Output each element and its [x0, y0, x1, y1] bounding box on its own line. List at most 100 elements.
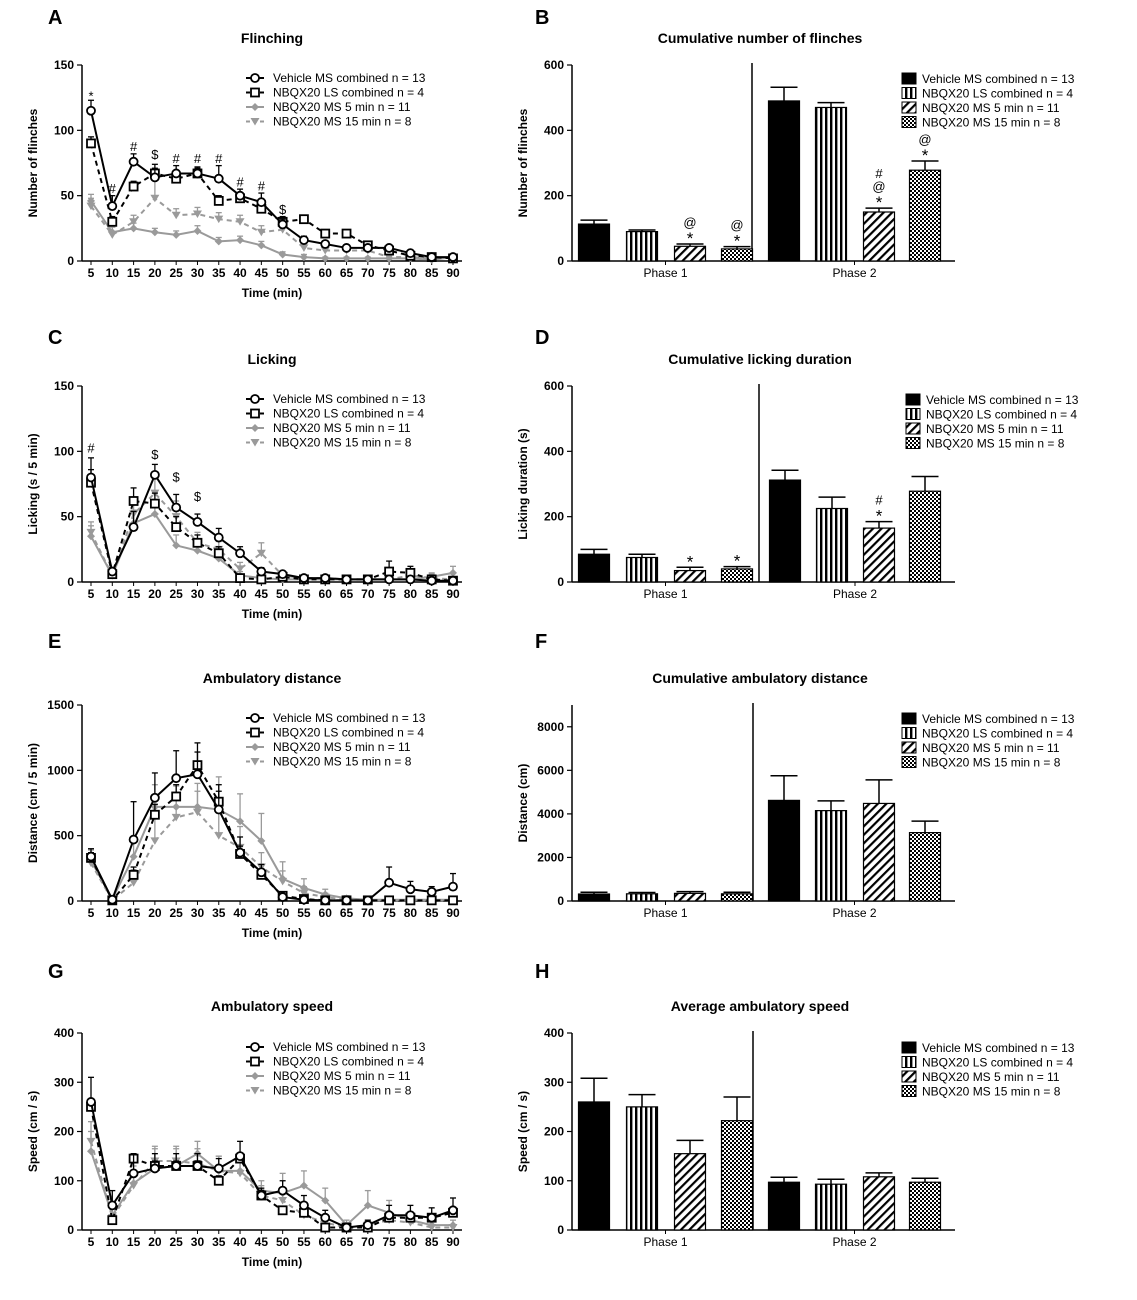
legend-marker	[251, 103, 259, 111]
bar	[673, 892, 707, 902]
x-tick-label: 75	[382, 587, 396, 601]
legend-marker	[250, 758, 260, 766]
panel-label: G	[48, 961, 64, 983]
data-point	[320, 895, 331, 906]
panel-F: F Cumulative ambulatory distance 0 2000 4000…	[516, 631, 1075, 920]
panel-label: A	[48, 7, 62, 29]
legend-entry: NBQX20 MS 15 min n = 8	[901, 116, 1061, 130]
data-point	[384, 566, 395, 577]
data-point	[171, 791, 182, 802]
significance-mark: #	[215, 151, 223, 166]
legend-label: NBQX20 MS 15 min n = 8	[926, 437, 1065, 451]
x-tick-label: 65	[340, 1235, 354, 1249]
x-tick-label: 45	[255, 266, 269, 280]
legend-label: NBQX20 MS 5 min n = 11	[922, 101, 1060, 115]
data-point	[277, 219, 288, 230]
y-tick-label: 4000	[537, 807, 564, 821]
x-tick-label: 10	[106, 266, 120, 280]
data-point	[257, 241, 266, 250]
y-tick-label: 0	[557, 1223, 564, 1237]
legend-label: NBQX20 LS combined n = 4	[273, 726, 424, 740]
legend-entry: NBQX20 MS 15 min n = 8	[905, 437, 1065, 451]
significance-mark: *	[876, 507, 883, 526]
significance-mark: #	[875, 166, 883, 181]
data-point	[192, 210, 202, 218]
y-tick-label: 50	[61, 189, 75, 203]
legend-label: NBQX20 MS 5 min n = 11	[926, 422, 1064, 436]
significance-mark: #	[87, 441, 95, 456]
legend-swatch	[905, 422, 921, 435]
bar	[767, 100, 801, 262]
legend-entry: Vehicle MS combined n = 13	[246, 1040, 426, 1054]
data-point	[299, 253, 308, 262]
x-tick-label: 40	[233, 1235, 247, 1249]
series-line	[90, 110, 453, 259]
data-point	[128, 496, 139, 506]
legend-entry: NBQX20 LS combined n = 4	[246, 1055, 424, 1069]
data-point	[149, 792, 160, 803]
chart-title: Ambulatory speed	[211, 998, 333, 1014]
data-point	[448, 895, 458, 906]
significance-mark: @	[872, 179, 885, 194]
y-axis-label: Licking duration (s)	[516, 428, 530, 539]
legend-entry: NBQX20 LS combined n = 4	[246, 86, 424, 100]
y-tick-label: 200	[544, 189, 564, 203]
data-point	[192, 537, 203, 548]
legend-marker	[250, 713, 260, 723]
x-tick-label: 25	[169, 906, 183, 920]
bar	[577, 1101, 611, 1231]
data-point	[256, 1190, 267, 1201]
data-point	[171, 211, 181, 220]
legend-entry: NBQX20 MS 15 min n = 8	[246, 115, 412, 129]
legend-entry: NBQX20 MS 15 min n = 8	[246, 755, 412, 769]
group-label: Phase 1	[643, 587, 687, 601]
legend-label: NBQX20 MS 15 min n = 8	[273, 1084, 412, 1098]
legend-label: Vehicle MS combined n = 13	[273, 392, 426, 406]
legend-entry: NBQX20 LS combined n = 4	[905, 408, 1077, 422]
data-point	[128, 156, 139, 167]
x-tick-label: 50	[276, 587, 290, 601]
x-tick-label: 65	[340, 906, 354, 920]
legend-swatch	[901, 712, 917, 725]
data-point	[107, 1200, 118, 1211]
x-tick-label: 45	[255, 587, 269, 601]
data-point	[235, 1151, 245, 1162]
legend-entry: Vehicle MS combined n = 13	[901, 72, 1075, 86]
significance-mark: #	[875, 493, 883, 508]
data-point	[129, 852, 138, 861]
y-tick-label: 100	[54, 1174, 74, 1188]
x-tick-label: 55	[297, 266, 311, 280]
data-point	[426, 886, 437, 897]
panel-D: D Cumulative licking duration 0 200 400 600 Li…	[516, 327, 1079, 601]
data-point	[384, 895, 395, 906]
data-point	[235, 548, 245, 559]
significance-mark: #	[173, 151, 181, 166]
data-point	[86, 105, 96, 116]
significance-mark: #	[194, 151, 202, 166]
legend-marker	[250, 87, 260, 98]
y-tick-label: 200	[54, 1125, 74, 1139]
data-point	[342, 254, 351, 263]
panel-label: F	[535, 631, 547, 653]
bar	[720, 1120, 754, 1231]
y-axis-label: Number of flinches	[516, 108, 530, 217]
x-tick-label: 55	[297, 906, 311, 920]
legend-swatch	[905, 408, 921, 420]
y-tick-label: 0	[557, 254, 564, 268]
series-line	[90, 196, 454, 260]
legend-label: NBQX20 MS 5 min n = 11	[273, 421, 411, 435]
data-point	[193, 546, 202, 555]
x-tick-label: 85	[425, 906, 439, 920]
y-tick-label: 300	[544, 1075, 564, 1089]
x-axis-label: Time (min)	[242, 286, 302, 300]
data-point	[448, 252, 458, 262]
data-point	[384, 877, 395, 888]
data-point	[448, 1205, 458, 1216]
data-point	[149, 469, 160, 480]
legend-entry: NBQX20 LS combined n = 4	[901, 1056, 1073, 1070]
bar	[625, 893, 659, 902]
legend-marker	[250, 439, 260, 447]
legend-entry: NBQX20 LS combined n = 4	[246, 726, 424, 740]
data-point	[213, 173, 224, 184]
x-tick-label: 5	[88, 587, 95, 601]
